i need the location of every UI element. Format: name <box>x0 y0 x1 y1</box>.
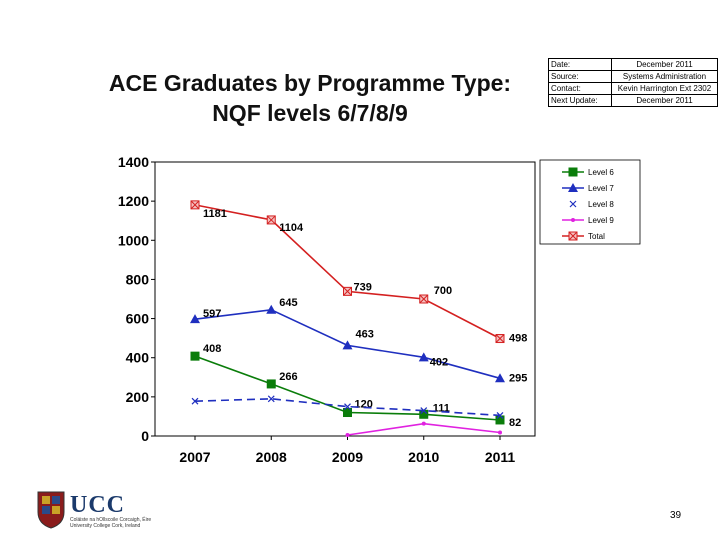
data-point <box>495 334 505 343</box>
data-point <box>421 421 426 426</box>
data-point <box>420 407 428 414</box>
y-tick-label: 1000 <box>118 232 149 248</box>
data-label: 120 <box>355 399 373 411</box>
slide-title-line2: NQF levels 6/7/8/9 <box>212 100 408 126</box>
data-label: 295 <box>509 372 527 384</box>
data-point <box>419 294 429 304</box>
data-point <box>343 408 352 418</box>
data-point <box>568 183 578 192</box>
data-point <box>344 403 351 411</box>
ucc-logo-subtext: Coláiste na hOllscoile Corcaigh, Éire Un… <box>70 517 152 529</box>
x-tick-label: 2008 <box>256 449 287 465</box>
data-point <box>568 167 578 177</box>
data-point <box>342 340 353 350</box>
data-label: 1181 <box>203 208 227 220</box>
data-point <box>569 200 577 208</box>
series-level-7: 597 645 463 402 295 <box>190 297 527 384</box>
data-point <box>495 415 505 425</box>
data-point <box>418 352 429 362</box>
data-point <box>266 304 277 314</box>
legend-entry: Total <box>562 231 605 241</box>
data-point <box>190 314 200 324</box>
legend-entry: Level 8 <box>569 200 614 209</box>
data-point <box>496 412 504 419</box>
legend-label: Level 7 <box>588 184 614 193</box>
data-label: 408 <box>203 343 221 355</box>
ucc-logo: UCC <box>70 492 125 518</box>
data-label: 739 <box>354 281 372 293</box>
data-point <box>571 218 575 222</box>
series-total: 1181 1104 739 700 498 <box>190 200 527 345</box>
data-point <box>419 409 429 419</box>
legend-label: Level 8 <box>588 200 614 209</box>
x-tick-label: 2009 <box>332 449 363 465</box>
slide-title-line1: ACE Graduates by Programme Type: <box>108 70 512 96</box>
y-tick-label: 800 <box>126 271 150 287</box>
data-label: 700 <box>434 285 452 297</box>
data-label: 266 <box>279 371 297 383</box>
data-label: 463 <box>356 328 374 340</box>
data-point <box>345 433 350 438</box>
data-point <box>190 351 200 361</box>
data-label: 597 <box>203 308 221 320</box>
info-row-contact: Contact: Kevin Harrington Ext 2302 <box>548 82 718 95</box>
legend <box>539 159 641 245</box>
x-tick-label: 2007 <box>179 449 210 465</box>
info-value: December 2011 <box>611 94 718 107</box>
plot-area <box>154 161 536 437</box>
y-tick-label: 600 <box>126 311 150 327</box>
series-level-9 <box>345 421 502 438</box>
y-tick-label: 200 <box>126 389 150 405</box>
data-label: 1104 <box>279 222 304 234</box>
legend-label: Level 6 <box>588 168 614 177</box>
data-point <box>343 287 352 296</box>
data-label: 82 <box>509 417 521 429</box>
info-table: Date: December 2011 Source: Systems Admi… <box>548 58 718 107</box>
info-row-next-update: Next Update: December 2011 <box>548 94 718 107</box>
data-point <box>267 395 275 403</box>
data-label: 645 <box>279 297 297 309</box>
x-tick-label: 2010 <box>408 449 439 465</box>
slide-title: ACE Graduates by Programme Type: NQF lev… <box>70 68 550 128</box>
legend-entry: Level 9 <box>562 216 614 225</box>
data-point <box>495 373 505 383</box>
ucc-crest-icon <box>37 491 65 529</box>
legend-entry: Level 7 <box>562 183 614 193</box>
series-line <box>194 397 501 417</box>
legend-entry: Level 6 <box>562 167 614 177</box>
page-number: 39 <box>670 510 682 521</box>
y-tick-label: 400 <box>126 350 150 366</box>
y-tick-label: 1400 <box>118 154 149 170</box>
x-tick-label: 2011 <box>485 449 516 465</box>
series-level-8 <box>191 395 504 419</box>
y-tick-label: 1200 <box>118 193 149 209</box>
data-point <box>498 430 502 435</box>
data-point <box>190 200 200 210</box>
data-point <box>191 397 199 405</box>
y-tick-label: 0 <box>141 428 149 444</box>
data-label: 402 <box>430 356 448 368</box>
legend-label: Total <box>588 232 605 241</box>
legend-label: Level 9 <box>588 216 614 225</box>
series-line <box>194 204 501 340</box>
data-point <box>266 215 276 225</box>
data-point <box>266 379 276 389</box>
data-label: 498 <box>509 333 527 345</box>
data-point <box>568 231 578 241</box>
